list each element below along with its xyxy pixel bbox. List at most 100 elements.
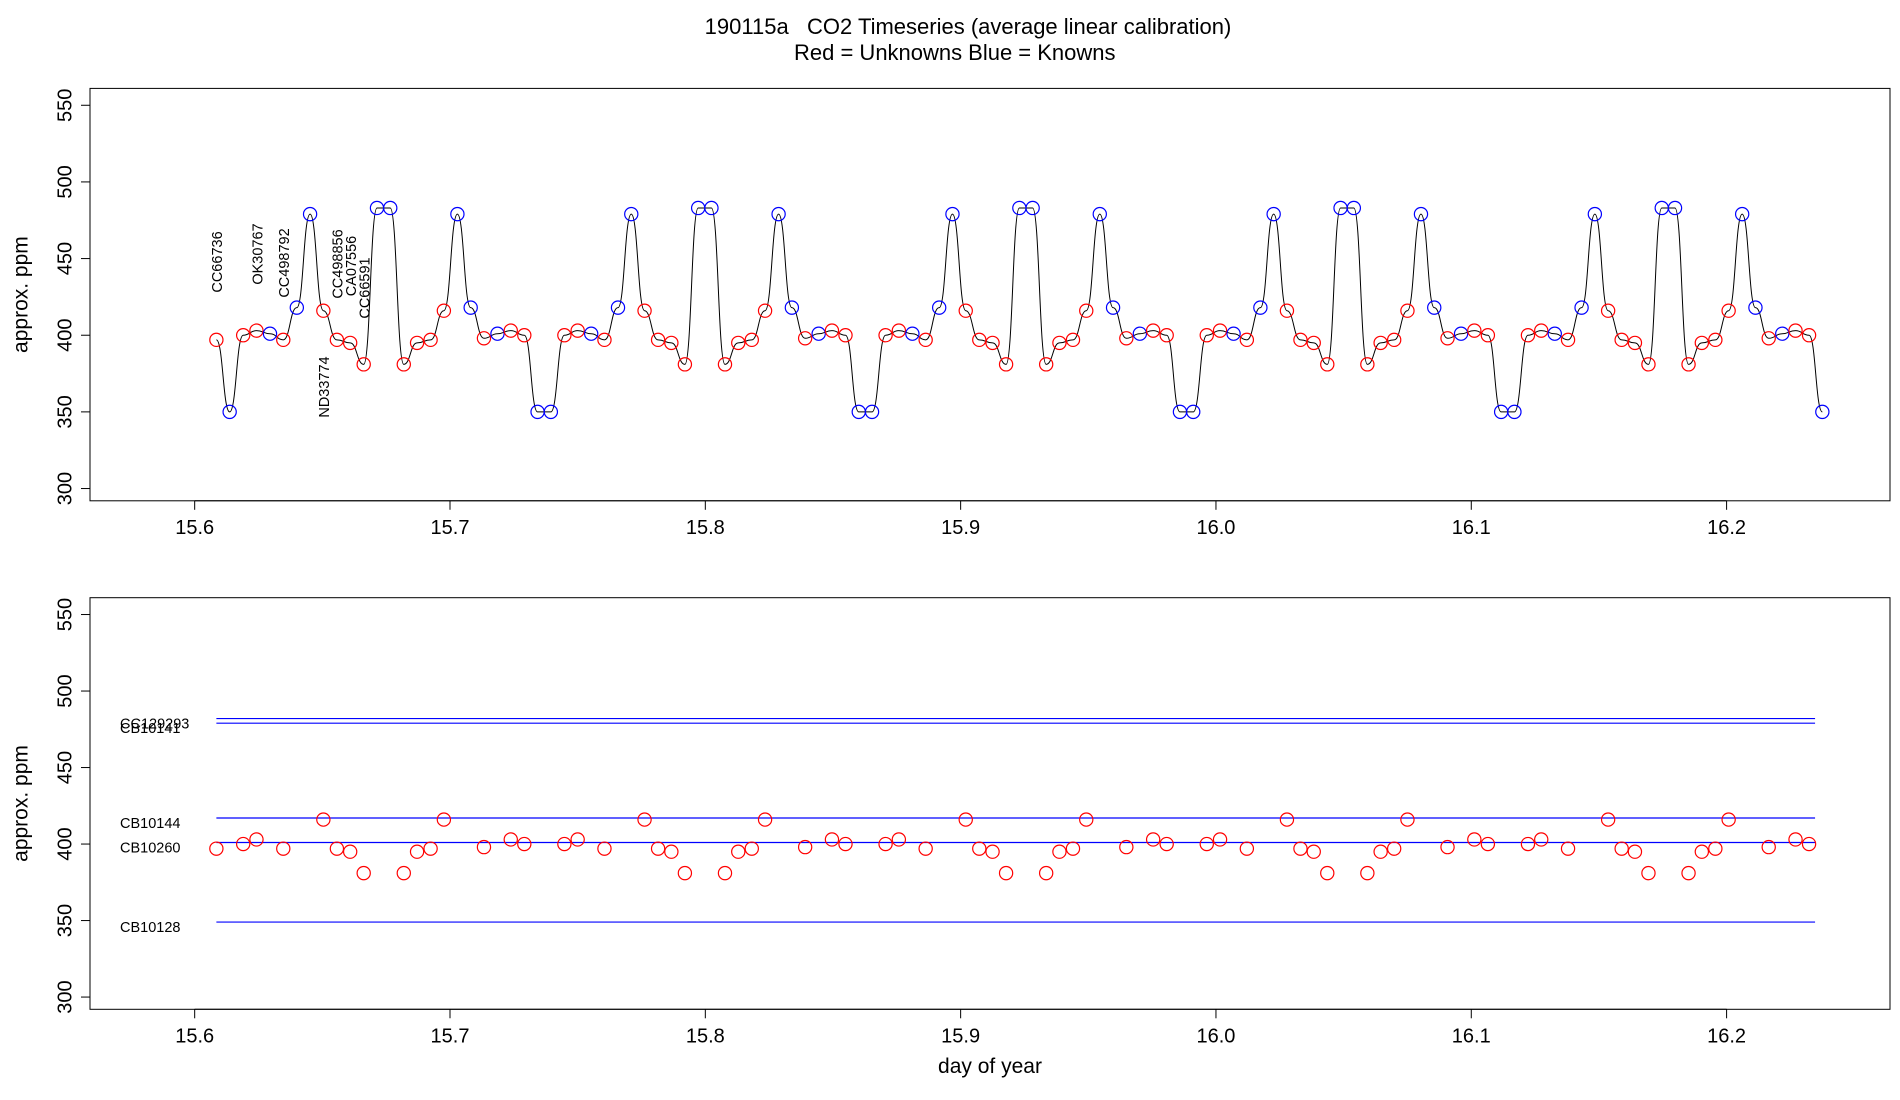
data-point — [972, 332, 987, 348]
data-point — [717, 865, 733, 881]
data-point — [811, 326, 826, 341]
data-point — [891, 832, 907, 847]
trace-line — [215, 207, 1823, 413]
data-point — [356, 865, 371, 881]
data-point — [1587, 206, 1603, 222]
data-point — [1600, 812, 1616, 827]
data-point — [503, 323, 518, 338]
data-point — [1761, 839, 1776, 855]
data-point — [1132, 326, 1148, 341]
reference-label: CC129293 — [120, 716, 189, 732]
annotation: CC498856 — [331, 229, 347, 298]
data-point — [1346, 200, 1362, 216]
data-point — [249, 832, 264, 847]
data-point — [1212, 323, 1228, 338]
annotation: ND33774 — [317, 356, 333, 417]
data-point — [1266, 206, 1281, 222]
data-point — [824, 832, 840, 847]
data-point — [1694, 844, 1710, 859]
x-tick-label: 16.1 — [1452, 1026, 1491, 1048]
data-point — [985, 844, 1000, 859]
data-point — [731, 844, 746, 859]
data-point — [1400, 812, 1415, 827]
x-axis-label: day of year — [938, 1055, 1042, 1078]
data-point — [222, 404, 237, 420]
data-point — [744, 841, 759, 856]
data-point — [1520, 836, 1536, 852]
data-point — [249, 323, 264, 338]
data-point — [744, 332, 759, 348]
data-point — [423, 332, 438, 348]
data-point — [1627, 844, 1643, 859]
y-tick-label: 350 — [54, 904, 76, 937]
data-point — [1373, 335, 1388, 351]
data-point — [637, 812, 652, 827]
data-point — [1145, 832, 1161, 847]
annotation: CC66591 — [358, 257, 374, 318]
data-point — [423, 841, 438, 856]
data-point — [650, 841, 666, 856]
y-tick-label: 500 — [54, 674, 76, 707]
data-point — [436, 812, 452, 827]
data-point — [1119, 331, 1134, 346]
y-tick-label: 350 — [54, 395, 76, 428]
data-point — [209, 841, 224, 856]
y-tick-label: 550 — [54, 89, 76, 122]
y-tick-label: 450 — [54, 751, 76, 784]
data-point — [771, 206, 786, 222]
x-tick-label: 16.1 — [1452, 517, 1491, 539]
data-point — [1788, 323, 1803, 338]
data-point — [958, 812, 973, 827]
data-point — [1199, 836, 1214, 852]
data-point — [945, 206, 960, 222]
x-tick-label: 16.0 — [1196, 1026, 1235, 1048]
x-tick-label: 16.2 — [1707, 1026, 1746, 1048]
x-tick-label: 15.6 — [175, 517, 214, 539]
data-point — [1386, 841, 1402, 856]
reference-label: CB10260 — [120, 840, 180, 856]
data-point — [1427, 300, 1442, 315]
y-tick-label: 400 — [54, 319, 76, 352]
data-point — [1600, 303, 1616, 318]
data-point — [677, 865, 693, 881]
data-point — [396, 865, 411, 881]
data-point — [918, 841, 933, 856]
data-point — [557, 328, 572, 343]
data-point — [1520, 328, 1536, 343]
data-point — [235, 836, 251, 852]
x-tick-label: 15.9 — [941, 517, 980, 539]
data-point — [637, 303, 652, 318]
data-point — [1574, 300, 1589, 315]
data-point — [1761, 331, 1776, 346]
data-point — [543, 404, 559, 420]
data-point — [1440, 839, 1455, 855]
data-point — [1253, 300, 1268, 315]
data-point — [490, 326, 505, 341]
data-point — [1801, 836, 1817, 852]
data-point — [1413, 206, 1429, 222]
data-point — [463, 300, 478, 315]
data-point — [1320, 865, 1335, 881]
data-point — [476, 331, 492, 346]
data-point — [1560, 332, 1576, 348]
data-point — [891, 323, 907, 338]
data-point — [1788, 832, 1803, 847]
data-point — [1386, 332, 1402, 348]
data-point — [409, 844, 425, 859]
x-tick-label: 15.7 — [431, 1026, 470, 1048]
data-point — [998, 357, 1014, 372]
data-point — [1052, 844, 1067, 859]
x-tick-label: 16.0 — [1196, 517, 1235, 539]
data-point — [1534, 323, 1549, 338]
data-point — [704, 200, 719, 216]
data-point — [1775, 326, 1790, 341]
data-point — [476, 839, 492, 855]
data-point — [1279, 303, 1295, 318]
data-point — [838, 836, 853, 852]
data-point — [1279, 812, 1295, 827]
data-point — [1065, 332, 1081, 348]
data-point — [1293, 332, 1308, 348]
data-point — [1159, 836, 1174, 852]
data-point — [1721, 303, 1736, 318]
